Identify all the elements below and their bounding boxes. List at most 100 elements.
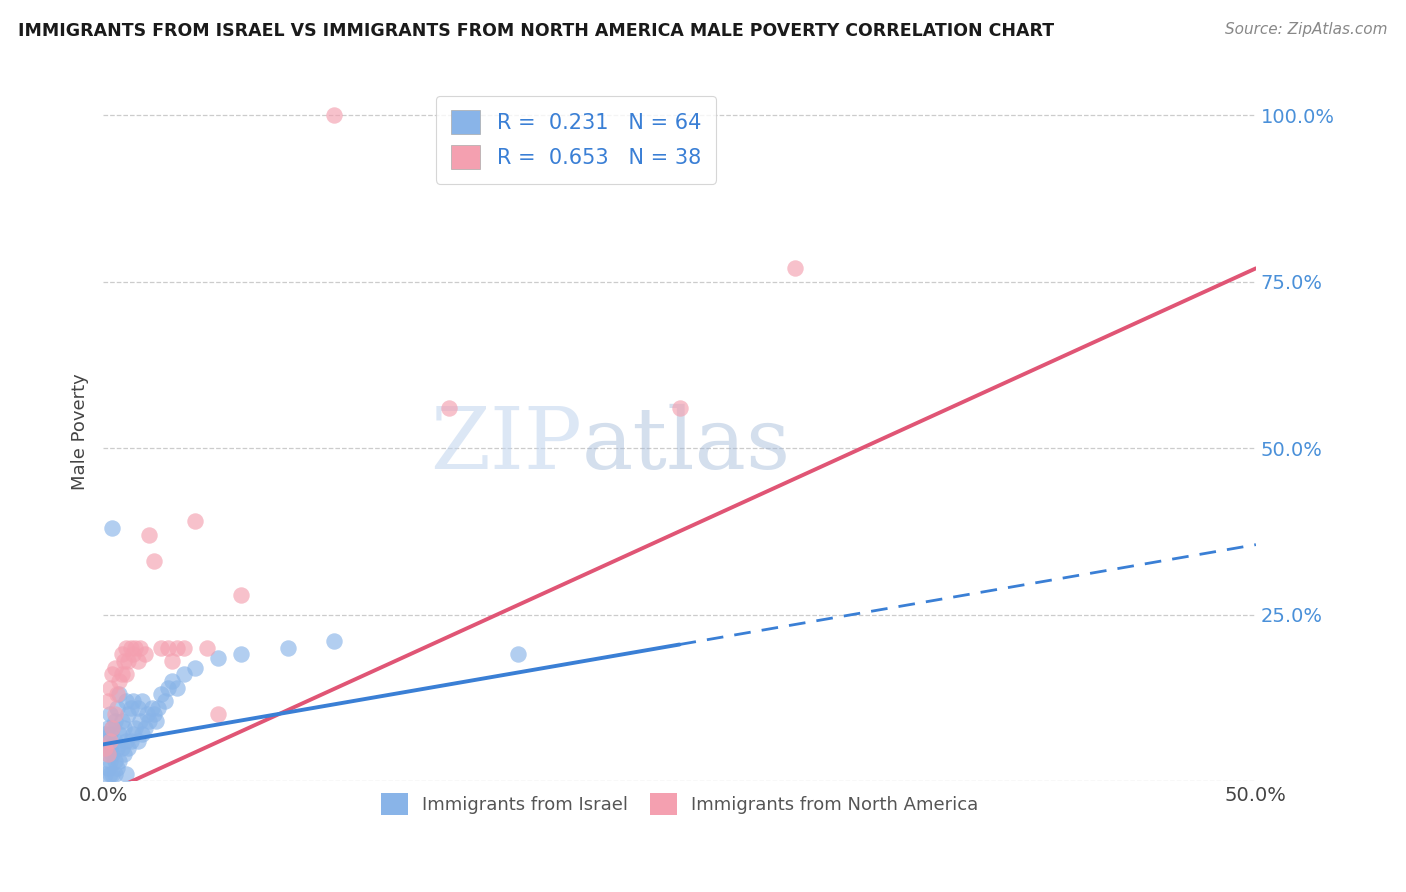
- Point: [108, 674, 131, 689]
- Point: [115, 734, 138, 748]
- Point: [668, 401, 690, 416]
- Point: [138, 714, 160, 728]
- Point: [98, 767, 121, 781]
- Point: [98, 734, 121, 748]
- Point: [127, 734, 149, 748]
- Point: [173, 667, 195, 681]
- Point: [101, 721, 124, 735]
- Point: [184, 661, 207, 675]
- Point: [115, 640, 138, 655]
- Point: [127, 654, 149, 668]
- Point: [129, 714, 152, 728]
- Point: [104, 661, 127, 675]
- Point: [97, 694, 120, 708]
- Point: [122, 648, 145, 662]
- Point: [94, 727, 117, 741]
- Point: [322, 634, 344, 648]
- Point: [131, 694, 153, 708]
- Point: [104, 707, 127, 722]
- Point: [104, 714, 127, 728]
- Point: [104, 734, 127, 748]
- Point: [117, 740, 139, 755]
- Point: [207, 707, 229, 722]
- Point: [108, 688, 131, 702]
- Point: [104, 767, 127, 781]
- Point: [112, 721, 135, 735]
- Point: [115, 767, 138, 781]
- Point: [105, 688, 128, 702]
- Point: [94, 740, 117, 755]
- Point: [94, 740, 117, 755]
- Point: [98, 681, 121, 695]
- Point: [162, 674, 184, 689]
- Point: [231, 648, 253, 662]
- Point: [112, 747, 135, 762]
- Point: [195, 640, 218, 655]
- Point: [156, 681, 179, 695]
- Point: [277, 640, 299, 655]
- Point: [156, 640, 179, 655]
- Text: IMMIGRANTS FROM ISRAEL VS IMMIGRANTS FROM NORTH AMERICA MALE POVERTY CORRELATION: IMMIGRANTS FROM ISRAEL VS IMMIGRANTS FRO…: [18, 22, 1054, 40]
- Point: [207, 650, 229, 665]
- Point: [101, 667, 124, 681]
- Text: atlas: atlas: [582, 404, 790, 487]
- Point: [136, 707, 159, 722]
- Point: [101, 721, 124, 735]
- Point: [97, 747, 120, 762]
- Point: [134, 721, 156, 735]
- Point: [97, 721, 120, 735]
- Point: [108, 754, 131, 768]
- Point: [231, 588, 253, 602]
- Point: [149, 688, 172, 702]
- Point: [783, 261, 806, 276]
- Point: [148, 700, 170, 714]
- Point: [117, 654, 139, 668]
- Point: [105, 740, 128, 755]
- Point: [94, 767, 117, 781]
- Point: [122, 694, 145, 708]
- Point: [101, 521, 124, 535]
- Point: [508, 648, 530, 662]
- Point: [166, 681, 188, 695]
- Point: [98, 727, 121, 741]
- Point: [142, 554, 165, 568]
- Point: [108, 727, 131, 741]
- Point: [124, 640, 146, 655]
- Point: [105, 761, 128, 775]
- Point: [129, 640, 152, 655]
- Y-axis label: Male Poverty: Male Poverty: [72, 373, 89, 490]
- Point: [104, 754, 127, 768]
- Point: [120, 700, 142, 714]
- Point: [141, 700, 163, 714]
- Point: [134, 648, 156, 662]
- Point: [98, 754, 121, 768]
- Point: [105, 700, 128, 714]
- Point: [162, 654, 184, 668]
- Point: [173, 640, 195, 655]
- Point: [112, 654, 135, 668]
- Point: [127, 700, 149, 714]
- Point: [145, 714, 167, 728]
- Point: [110, 667, 132, 681]
- Point: [124, 721, 146, 735]
- Point: [101, 747, 124, 762]
- Legend: Immigrants from Israel, Immigrants from North America: Immigrants from Israel, Immigrants from …: [371, 784, 987, 824]
- Point: [166, 640, 188, 655]
- Point: [110, 648, 132, 662]
- Point: [97, 761, 120, 775]
- Point: [98, 707, 121, 722]
- Point: [131, 727, 153, 741]
- Point: [98, 740, 121, 755]
- Point: [115, 694, 138, 708]
- Point: [437, 401, 460, 416]
- Point: [149, 640, 172, 655]
- Point: [122, 727, 145, 741]
- Point: [155, 694, 177, 708]
- Point: [322, 108, 344, 122]
- Text: ZIP: ZIP: [430, 404, 582, 487]
- Point: [97, 747, 120, 762]
- Point: [120, 640, 142, 655]
- Point: [117, 707, 139, 722]
- Point: [97, 734, 120, 748]
- Point: [101, 767, 124, 781]
